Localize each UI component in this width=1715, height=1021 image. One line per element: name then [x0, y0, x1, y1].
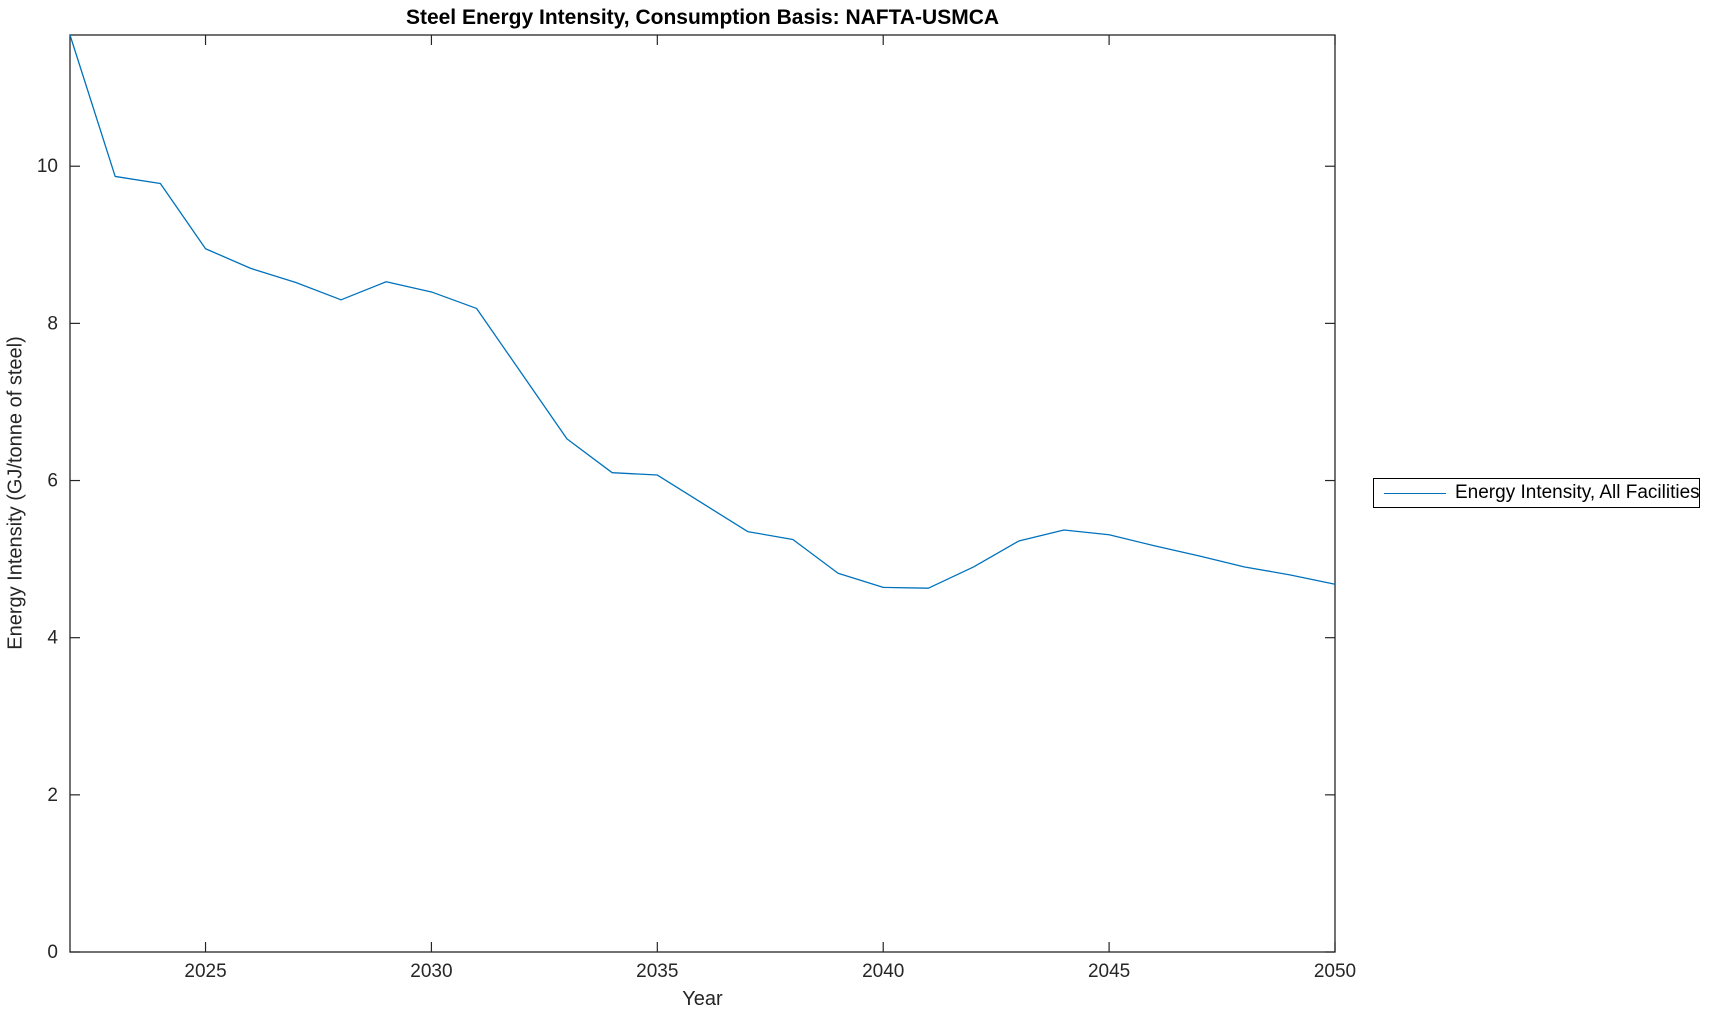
- x-tick-label: 2030: [410, 961, 452, 982]
- x-axis-label: Year: [682, 988, 723, 1010]
- series-line: [69, 34, 1336, 589]
- x-tick-label: 2050: [1314, 961, 1356, 982]
- axes-box: [69, 34, 1336, 953]
- y-tick-label: 8: [47, 313, 58, 334]
- x-tick-label: 2035: [636, 961, 678, 982]
- x-tick-label: 2045: [1088, 961, 1130, 982]
- x-tick-label: 2025: [184, 961, 226, 982]
- chart-title: Steel Energy Intensity, Consumption Basi…: [405, 6, 1000, 29]
- legend-entry-label: Energy Intensity, All Facilities: [1455, 482, 1700, 503]
- y-axis-label: Energy Intensity (GJ/tonne of steel): [4, 336, 27, 650]
- y-tick-label: 0: [47, 942, 58, 963]
- y-tick-label: 4: [47, 628, 58, 649]
- y-tick-label: 10: [37, 156, 58, 177]
- legend: Energy Intensity, All Facilities: [1373, 478, 1700, 508]
- y-tick-label: 2: [47, 785, 58, 806]
- legend-line-sample: [1384, 492, 1446, 494]
- y-tick-label: 6: [47, 471, 58, 492]
- x-tick-label: 2040: [862, 961, 904, 982]
